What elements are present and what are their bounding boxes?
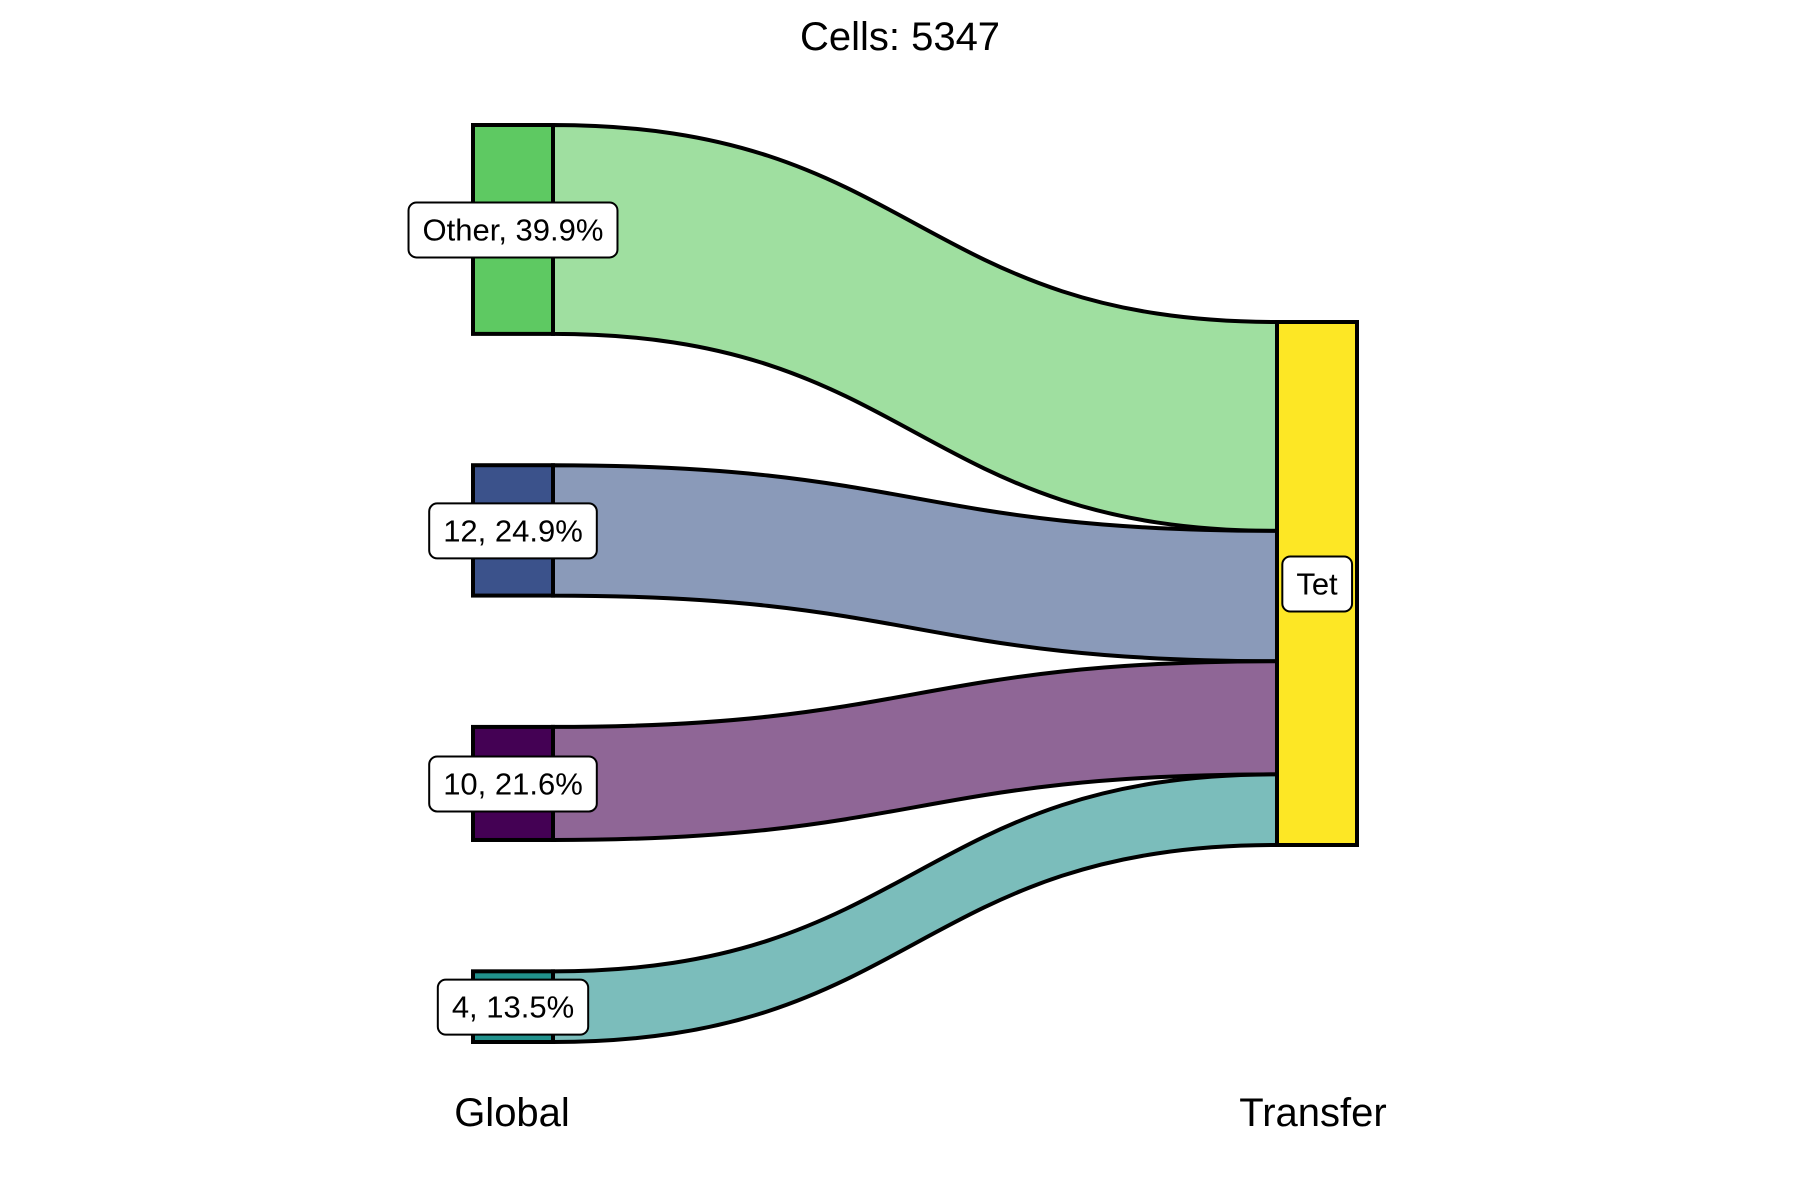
chart-title: Cells: 5347 xyxy=(800,15,1000,59)
left-node-label-2-text: 10, 21.6% xyxy=(443,766,583,801)
left-node-label-3-text: 4, 13.5% xyxy=(452,990,574,1025)
right-node-label-text: Tet xyxy=(1296,567,1338,602)
left-node-label-2: 10, 21.6% xyxy=(428,755,598,813)
right-node-label-box xyxy=(1281,555,1354,613)
right-node-label: Tet xyxy=(1281,555,1354,613)
left-node-label-0: Other, 39.9% xyxy=(407,201,619,259)
labels-group: Other, 39.9% 12, 24.9% 10, 21.6% 4, 13.5% Te… xyxy=(407,201,1354,1036)
left-node-label-0-text: Other, 39.9% xyxy=(423,212,604,247)
flows-group xyxy=(551,122,1279,1045)
left-node-label-0-box xyxy=(407,201,619,259)
axis-label-global: Global xyxy=(454,1091,570,1135)
left-node-label-1-text: 12, 24.9% xyxy=(443,513,583,548)
left-node-label-1: 12, 24.9% xyxy=(428,502,598,560)
left-node-label-3-box xyxy=(436,978,590,1036)
axis-label-transfer: Transfer xyxy=(1239,1091,1386,1135)
left-node-label-3: 4, 13.5% xyxy=(436,978,590,1036)
left-node-label-1-box xyxy=(428,502,598,560)
left-node-label-2-box xyxy=(428,755,598,813)
